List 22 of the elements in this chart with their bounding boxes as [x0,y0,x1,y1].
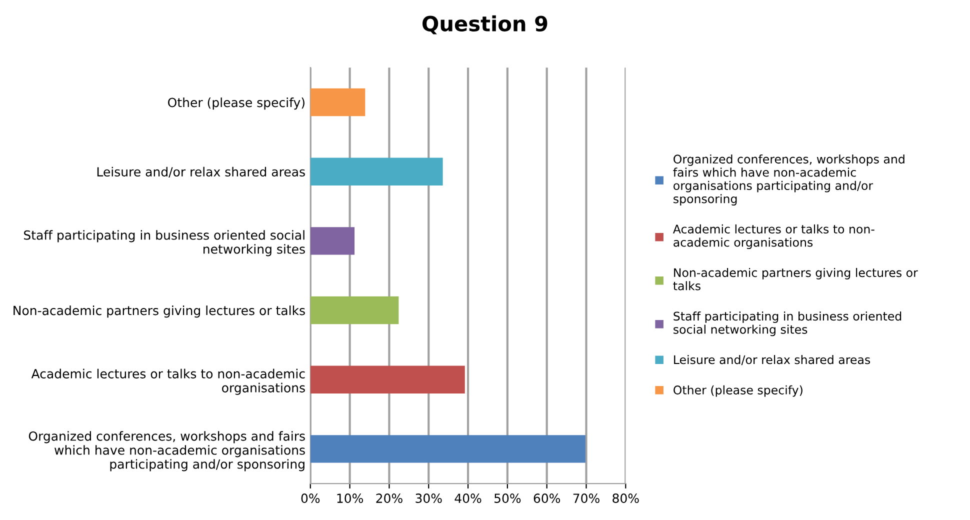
x-tick-label: 80% [612,494,639,503]
chart-title: Question 9 [422,15,548,34]
x-tick-label: 50% [494,494,521,503]
y-tick-label: Academic lectures or talks to non-academic organisations [31,368,305,395]
y-tick-label: Non-academic partners giving lectures or talks [14,306,305,318]
x-tick-label: 20% [376,494,402,503]
legend-label: Non-academic partners giving lectures or talks [673,268,918,290]
y-tick-label: Staff participating in business oriented social networking sites [24,230,305,256]
x-tick-label: 30% [416,494,442,503]
legend-label: Academic lectures or talks to non-academic organisations [672,224,874,250]
x-tick-label: 0% [301,494,320,503]
legend-label: Leisure and/or relax shared areas [674,355,870,366]
legend-label: Staff participating in business oriented social networking sites [674,311,902,336]
x-tick-label: 70% [573,494,600,503]
x-tick-label: 40% [454,494,482,503]
legend-label: Organized conferences, workshops and fairs which have non-academic organisations participating and/or sponsoring [673,154,904,206]
x-tick-label: 10% [337,494,364,503]
x-tick-label: 60% [534,494,560,503]
y-tick-label: Other (please specify) [168,98,304,110]
legend-label: Other (please specify) [674,385,802,397]
y-tick-label: Organized conferences, workshops and fairs which have non-academic organisations participating and/or sponsoring [28,431,305,472]
y-tick-label: Leisure and/or relax shared areas [97,166,305,178]
